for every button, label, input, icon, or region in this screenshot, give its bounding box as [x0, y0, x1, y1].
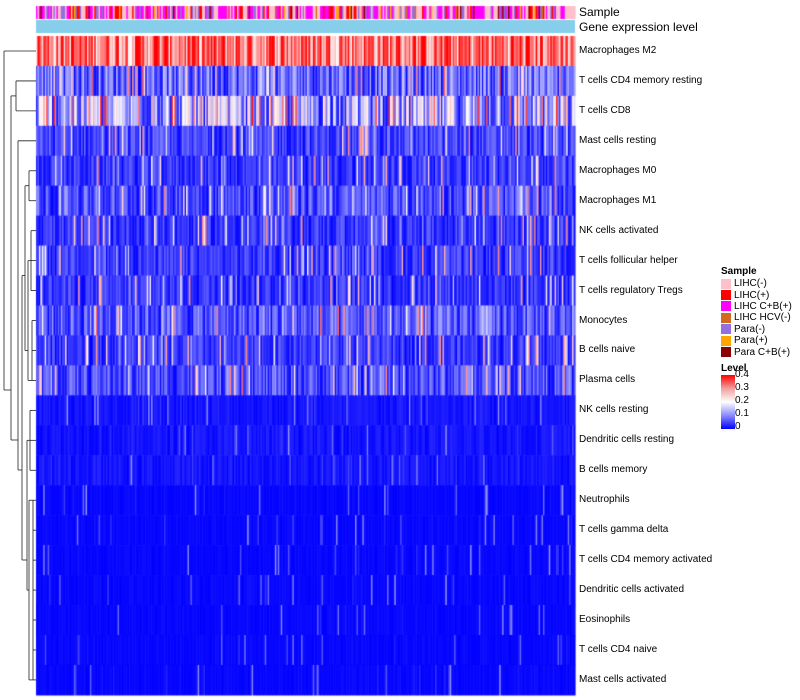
legend-swatch: [721, 312, 731, 323]
row-label: Mast cells activated: [579, 673, 667, 685]
row-label: T cells CD8: [579, 104, 631, 116]
legend-label: Para(+): [734, 335, 768, 347]
annotation-label-sample: Sample: [579, 5, 620, 19]
row-label: Dendritic cells activated: [579, 584, 685, 596]
sample-legend: Sample LIHC(-) LIHC(+) LIHC C+B(+) LIHC HCV…: [721, 266, 792, 358]
row-label: B cells memory: [579, 464, 648, 476]
row-label: T cells CD4 memory activated: [579, 554, 713, 566]
legend-label: LIHC(+): [734, 289, 770, 301]
sample-legend-item: LIHC HCV(-): [721, 312, 792, 323]
legend-label: LIHC C+B(+): [734, 300, 792, 312]
row-label: NK cells resting: [579, 404, 649, 416]
row-label: Macrophages M2: [579, 44, 657, 56]
sample-legend-item: Para(+): [721, 335, 792, 346]
row-label: Neutrophils: [579, 494, 630, 506]
legend-label: LIHC HCV(-): [734, 312, 791, 324]
row-label: Monocytes: [579, 314, 628, 326]
level-tick: 0: [735, 421, 741, 432]
annotation-label-gene-expression: Gene expression level: [579, 20, 698, 34]
row-label: T cells CD4 naive: [579, 643, 658, 655]
legend-swatch: [721, 335, 731, 346]
row-label: T cells regulatory Tregs: [579, 284, 683, 296]
sample-legend-item: LIHC(-): [721, 278, 792, 289]
row-label: Eosinophils: [579, 614, 631, 626]
legend-swatch: [721, 290, 731, 301]
row-label: T cells gamma delta: [579, 524, 669, 536]
legend-label: Para(-): [734, 323, 766, 335]
row-label: B cells naive: [579, 344, 636, 356]
sample-legend-item: Para(-): [721, 324, 792, 335]
level-tick: 0.3: [735, 382, 749, 393]
level-tick: 0.4: [735, 369, 749, 380]
legend-swatch: [721, 324, 731, 335]
legend-label: LIHC(-): [734, 278, 767, 290]
row-label: Mast cells resting: [579, 134, 657, 146]
row-label: NK cells activated: [579, 224, 659, 236]
level-tick: 0.2: [735, 395, 749, 406]
legend-swatch: [721, 301, 731, 312]
row-label: T cells CD4 memory resting: [579, 74, 703, 86]
level-tick: 0.1: [735, 408, 749, 419]
row-label: Dendritic cells resting: [579, 434, 675, 446]
sample-legend-item: Para C+B(+): [721, 346, 792, 358]
row-label: Plasma cells: [579, 374, 636, 386]
level-colorbar: 0.4 0.3 0.2 0.1 0: [721, 370, 749, 432]
level-legend: Level 0.4 0.3 0.2 0.1 0: [721, 363, 749, 432]
level-legend-title: Level: [721, 363, 747, 374]
row-label: Macrophages M0: [579, 164, 657, 176]
legend-label: Para C+B(+): [734, 346, 791, 358]
legend-swatch: [721, 278, 731, 289]
row-label: T cells follicular helper: [579, 254, 678, 266]
sample-legend-item: LIHC C+B(+): [721, 301, 792, 312]
sample-legend-title: Sample: [721, 266, 757, 277]
row-label: Macrophages M1: [579, 194, 657, 206]
sample-legend-item: LIHC(+): [721, 289, 792, 301]
legend-swatch: [721, 347, 731, 358]
